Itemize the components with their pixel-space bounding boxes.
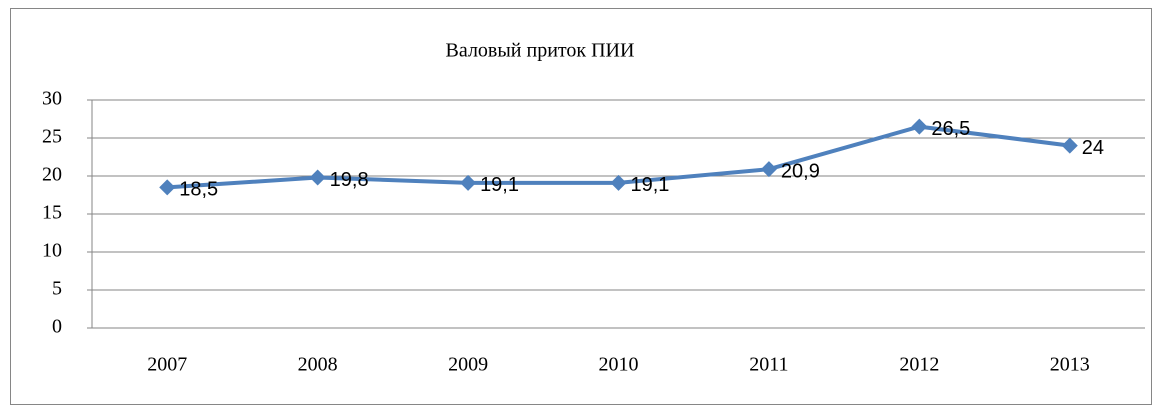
chart-border [10, 8, 1152, 405]
y-tick-label: 10 [42, 240, 62, 262]
x-tick-label: 2009 [448, 354, 488, 376]
marker [159, 179, 176, 196]
x-tick-label: 2013 [1050, 354, 1090, 376]
marker [760, 161, 777, 178]
chart-title: Валовый приток ПИИ [446, 40, 635, 62]
data-label: 18,5 [179, 179, 218, 201]
marker [309, 169, 326, 186]
marker [610, 174, 627, 191]
data-label: 20,9 [781, 160, 820, 182]
data-label: 19,8 [330, 169, 369, 191]
y-tick-label: 30 [42, 88, 62, 110]
data-label: 19,1 [480, 174, 519, 196]
x-tick-label: 2011 [749, 354, 788, 376]
x-tick-label: 2007 [147, 354, 187, 376]
y-tick-label: 0 [52, 316, 62, 338]
data-label: 26,5 [931, 118, 970, 140]
y-tick-label: 20 [42, 164, 62, 186]
y-tick-label: 5 [52, 278, 62, 300]
x-tick-label: 2008 [298, 354, 338, 376]
marker [1061, 137, 1078, 154]
x-tick-label: 2012 [899, 354, 939, 376]
y-tick-label: 25 [42, 126, 62, 148]
marker [460, 174, 477, 191]
data-label: 19,1 [631, 174, 670, 196]
data-label: 24 [1082, 137, 1104, 159]
y-tick-label: 15 [42, 202, 62, 224]
x-tick-label: 2010 [599, 354, 639, 376]
marker [911, 118, 928, 135]
